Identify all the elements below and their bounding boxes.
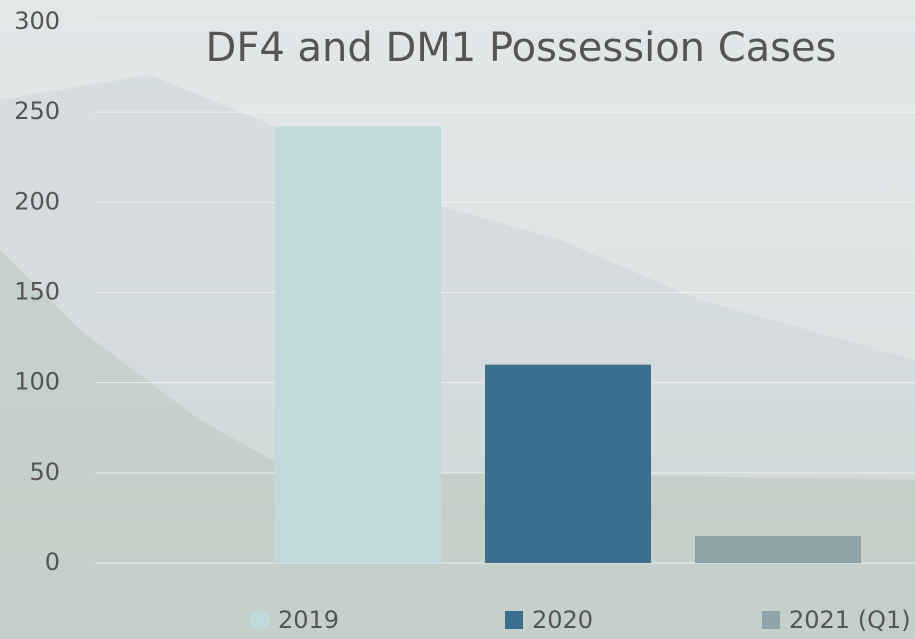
y-tick-label: 50	[29, 458, 60, 486]
chart-title: DF4 and DM1 Possession Cases	[206, 25, 837, 71]
bar	[485, 365, 651, 563]
y-tick-label: 150	[14, 278, 60, 306]
y-tick-label: 200	[14, 187, 60, 215]
y-tick-label: 0	[45, 548, 60, 576]
bar	[275, 127, 441, 563]
chart: DF4 and DM1 Possession Cases 0 50 100 150 20…	[0, 0, 915, 639]
y-tick-label: 100	[14, 368, 60, 396]
legend-swatch	[251, 611, 269, 629]
legend-label: 2019	[278, 606, 339, 634]
legend-swatch	[762, 611, 780, 629]
y-tick-label: 250	[14, 97, 60, 125]
bar	[695, 536, 861, 563]
y-tick-label: 300	[14, 7, 60, 35]
legend-label: 2020	[532, 606, 593, 634]
legend-swatch	[505, 611, 523, 629]
legend-label: 2021 (Q1)	[789, 606, 911, 634]
